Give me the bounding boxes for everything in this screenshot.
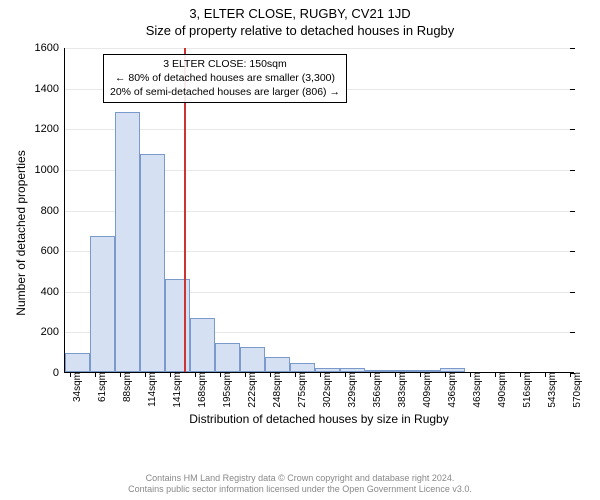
y-tick-label: 1000 — [25, 164, 65, 176]
histogram-bar — [90, 236, 115, 372]
annotation-line: 20% of semi-detached houses are larger (… — [110, 85, 340, 99]
histogram-bar — [240, 347, 265, 372]
x-tick-label: 516sqm — [520, 372, 533, 408]
x-tick-label: 329sqm — [345, 372, 358, 408]
footer-attribution: Contains HM Land Registry data © Crown c… — [0, 473, 600, 496]
x-axis-label: Distribution of detached houses by size … — [64, 412, 574, 426]
x-tick-label: 141sqm — [170, 372, 183, 408]
title-sub: Size of property relative to detached ho… — [0, 21, 600, 38]
y-tick-mark — [570, 170, 575, 171]
y-tick-label: 0 — [25, 367, 65, 379]
histogram-bar — [265, 357, 290, 372]
annotation-line: ← 80% of detached houses are smaller (3,… — [110, 71, 340, 85]
x-tick-label: 114sqm — [145, 372, 158, 407]
gridline — [65, 48, 574, 49]
x-tick-label: 463sqm — [470, 372, 483, 408]
y-tick-mark — [570, 332, 575, 333]
footer-line1: Contains HM Land Registry data © Crown c… — [0, 473, 600, 485]
x-tick-label: 409sqm — [420, 372, 433, 408]
y-tick-mark — [570, 211, 575, 212]
plot: 0200400600800100012001400160034sqm61sqm8… — [64, 48, 574, 373]
histogram-bar — [65, 353, 90, 372]
x-tick-label: 436sqm — [445, 372, 458, 408]
histogram-bar — [165, 279, 190, 372]
histogram-bar — [190, 318, 215, 372]
histogram-bar — [290, 363, 315, 372]
x-tick-label: 543sqm — [545, 372, 558, 408]
x-tick-label: 570sqm — [570, 372, 583, 408]
y-tick-label: 800 — [25, 205, 65, 217]
x-tick-label: 168sqm — [195, 372, 208, 408]
x-tick-label: 88sqm — [120, 372, 133, 402]
annotation-box: 3 ELTER CLOSE: 150sqm← 80% of detached h… — [103, 54, 347, 103]
y-tick-mark — [570, 251, 575, 252]
x-tick-label: 61sqm — [95, 372, 108, 402]
x-tick-label: 356sqm — [370, 372, 383, 408]
x-tick-label: 302sqm — [320, 372, 333, 408]
y-tick-mark — [570, 129, 575, 130]
annotation-line: 3 ELTER CLOSE: 150sqm — [110, 57, 340, 71]
y-tick-label: 400 — [25, 286, 65, 298]
title-main: 3, ELTER CLOSE, RUGBY, CV21 1JD — [0, 0, 600, 21]
x-tick-label: 34sqm — [70, 372, 83, 402]
y-tick-mark — [570, 48, 575, 49]
y-tick-label: 1200 — [25, 123, 65, 135]
x-tick-label: 222sqm — [245, 372, 258, 408]
x-tick-label: 383sqm — [395, 372, 408, 408]
chart-area: 0200400600800100012001400160034sqm61sqm8… — [64, 48, 574, 418]
histogram-bar — [140, 154, 165, 372]
y-tick-mark — [570, 292, 575, 293]
gridline — [65, 129, 574, 130]
y-tick-label: 600 — [25, 245, 65, 257]
histogram-bar — [215, 343, 240, 372]
x-tick-label: 490sqm — [495, 372, 508, 408]
y-axis-label: Number of detached properties — [14, 68, 28, 233]
footer-line2: Contains public sector information licen… — [0, 484, 600, 496]
x-tick-label: 248sqm — [270, 372, 283, 408]
histogram-bar — [115, 112, 140, 372]
x-tick-label: 195sqm — [220, 372, 233, 408]
y-tick-label: 1600 — [25, 42, 65, 54]
y-tick-mark — [570, 89, 575, 90]
y-tick-label: 200 — [25, 326, 65, 338]
y-tick-label: 1400 — [25, 83, 65, 95]
x-tick-label: 275sqm — [295, 372, 308, 408]
